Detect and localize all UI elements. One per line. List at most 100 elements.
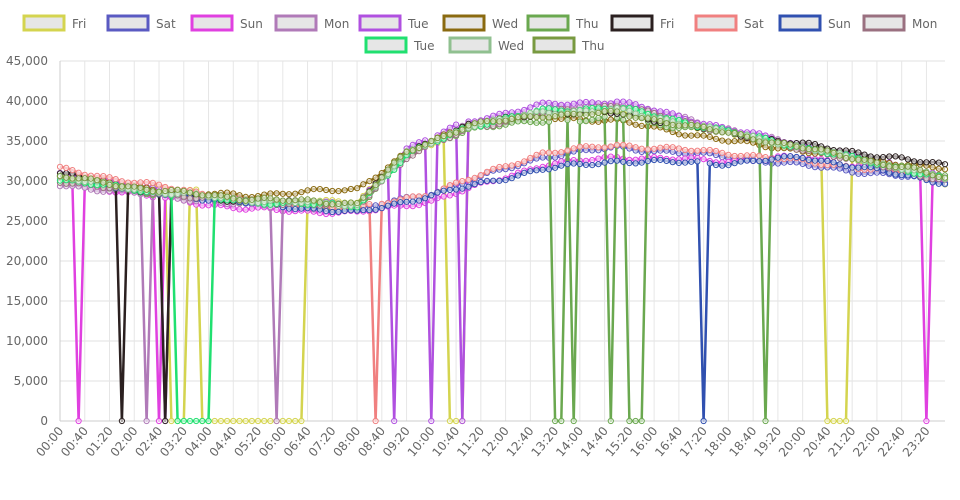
data-point (533, 151, 540, 158)
data-point (657, 117, 664, 125)
data-point (273, 417, 280, 425)
data-point (372, 206, 379, 213)
legend-swatch (22, 14, 66, 32)
data-point (613, 141, 621, 148)
data-point (465, 122, 472, 129)
data-point (576, 118, 584, 125)
data-point (453, 121, 460, 128)
data-point (236, 417, 243, 425)
legend-label: Fri (660, 17, 674, 31)
data-point (842, 154, 850, 162)
data-point (316, 186, 323, 193)
data-point (552, 100, 559, 108)
legend-item-sat: Sat (106, 14, 176, 32)
x-axis: 00:0000:4001:2002:0002:4003:2004:0004:40… (33, 424, 932, 459)
data-point (743, 157, 751, 164)
data-point (731, 130, 738, 137)
legend-item-tue: Tue (358, 14, 429, 32)
data-point (830, 159, 837, 166)
data-point (756, 152, 763, 159)
data-point (688, 121, 695, 129)
data-point (576, 143, 584, 150)
data-point (415, 144, 423, 152)
data-point (459, 185, 466, 192)
data-point (56, 172, 64, 180)
legend-label: Mon (912, 17, 937, 31)
data-point (836, 161, 843, 168)
data-point (582, 98, 590, 106)
data-point (335, 208, 342, 215)
data-point (490, 177, 497, 184)
data-point (712, 135, 720, 142)
data-point (595, 144, 602, 151)
data-point (570, 160, 577, 167)
legend-swatch (694, 14, 738, 32)
data-point (941, 161, 949, 168)
data-point (842, 163, 850, 170)
legend-swatch (778, 14, 822, 32)
data-point (589, 111, 596, 118)
data-point (774, 154, 782, 161)
data-point (453, 186, 460, 193)
legend-label: Fri (72, 17, 86, 31)
y-tick-label: 15,000 (6, 294, 48, 308)
series-line (59, 114, 946, 199)
data-point (750, 157, 757, 164)
data-point (360, 207, 367, 214)
data-point (56, 163, 64, 170)
data-point (118, 417, 126, 425)
data-point (211, 417, 218, 425)
data-point (892, 171, 899, 178)
data-point (620, 158, 627, 165)
data-point (533, 119, 540, 126)
data-point (768, 139, 775, 146)
data-point (632, 121, 639, 128)
data-point (292, 206, 299, 213)
data-point (892, 153, 899, 160)
data-point (880, 154, 887, 161)
y-axis: 0 5,000 10,000 15,000 20,000 25,000 30,000 35,0… (6, 54, 48, 428)
data-point (626, 119, 633, 126)
legend-label: Tue (413, 39, 435, 53)
data-point (211, 192, 218, 199)
data-point (558, 162, 565, 169)
data-point (341, 199, 348, 206)
y-tick-label: 5,000 (14, 374, 48, 388)
data-point (106, 174, 113, 181)
data-point (762, 157, 769, 164)
data-point (712, 128, 720, 135)
data-point (502, 117, 509, 124)
data-point (372, 417, 379, 425)
data-point (446, 186, 453, 193)
data-point (409, 147, 416, 154)
data-point (675, 145, 683, 152)
data-point (582, 143, 590, 150)
data-point (638, 145, 645, 152)
data-point (626, 99, 633, 106)
data-point (248, 205, 255, 212)
data-point (477, 118, 484, 125)
data-point (552, 113, 559, 120)
data-point (527, 118, 534, 126)
data-point (911, 158, 918, 165)
data-point (620, 116, 627, 123)
data-point (483, 117, 491, 125)
data-point (471, 181, 478, 188)
data-point (471, 120, 478, 127)
y-tick-label: 10,000 (6, 334, 48, 348)
data-point (607, 143, 614, 150)
data-point (224, 193, 231, 200)
data-point (143, 186, 150, 193)
data-point (236, 206, 243, 213)
data-point (292, 190, 299, 197)
data-point (929, 159, 936, 166)
legend-swatch (448, 36, 492, 54)
data-point (409, 198, 416, 205)
data-point (669, 121, 676, 129)
data-point (582, 118, 590, 125)
y-tick-label: 45,000 (6, 54, 48, 68)
data-point (589, 162, 596, 169)
data-point (613, 108, 621, 115)
chart-grid (59, 60, 945, 422)
data-point (911, 164, 918, 171)
